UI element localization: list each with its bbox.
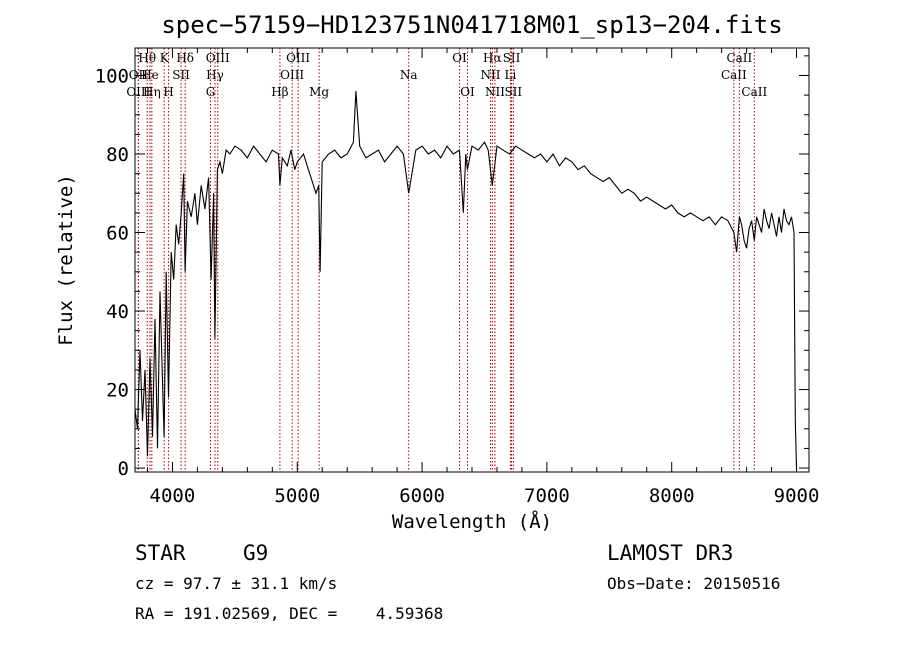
coordinates: RA = 191.02569, DEC = 4.59368: [135, 604, 443, 623]
y-tick-label-40: 40: [106, 301, 129, 323]
line-markers: HθOIIOIIIHeHηKHSIIHδOIIIHγGHβOIIIOIIIMgN…: [126, 48, 767, 472]
marker-label-4: Hη: [143, 85, 161, 99]
chart-title: spec−57159−HD123751N041718M01_sp13−204.f…: [161, 11, 782, 39]
marker-label-19: Hα: [483, 51, 502, 65]
redshift-cz: cz = 97.7 ± 31.1 km/s: [135, 574, 337, 593]
marker-label-9: OIII: [206, 51, 230, 65]
subclass: G9: [243, 541, 268, 565]
marker-label-18: OI: [460, 85, 475, 99]
marker-label-3: He: [141, 68, 159, 82]
y-tick-label-60: 60: [106, 223, 129, 245]
x-tick-label-8000: 8000: [649, 485, 695, 507]
survey-name: LAMOST DR3: [607, 541, 733, 565]
y-axis-label: Flux (relative): [55, 174, 77, 346]
y-axis: 0 20 40 60 80 100: [95, 55, 809, 480]
marker-label-27: CaII: [741, 85, 767, 99]
x-tick-label-6000: 6000: [399, 485, 445, 507]
x-tick-label-7000: 7000: [524, 485, 570, 507]
marker-label-7: SII: [172, 68, 190, 82]
marker-label-5: K: [160, 51, 170, 65]
marker-label-16: Na: [400, 68, 418, 82]
spectrum-line: [134, 91, 798, 469]
marker-label-21: NII: [485, 85, 505, 99]
marker-label-11: G: [206, 85, 216, 99]
marker-label-17: OI: [452, 51, 467, 65]
marker-label-23: Li: [505, 68, 517, 82]
marker-label-24: SII: [504, 85, 522, 99]
plot-frame: [134, 47, 810, 473]
x-tick-label-5000: 5000: [274, 485, 320, 507]
marker-label-6: H: [163, 85, 173, 99]
marker-label-10: Hγ: [206, 68, 224, 82]
y-tick-label-0: 0: [118, 458, 129, 480]
marker-label-25: CaII: [726, 51, 752, 65]
marker-label-12: Hβ: [271, 85, 288, 99]
marker-label-15: Mg: [309, 85, 329, 99]
marker-label-22: SII: [503, 51, 521, 65]
y-tick-label-20: 20: [106, 380, 129, 402]
marker-label-26: CaII: [721, 68, 747, 82]
x-tick-label-9000: 9000: [774, 485, 820, 507]
x-tick-label-4000: 4000: [150, 485, 196, 507]
x-axis: 4000 5000 6000 7000 8000 9000: [146, 48, 820, 507]
marker-label-2: OIII: [126, 85, 150, 99]
x-axis-label: Wavelength (Å): [392, 510, 552, 533]
marker-label-20: NII: [480, 68, 500, 82]
marker-label-13: OIII: [286, 51, 310, 65]
y-tick-label-80: 80: [106, 144, 129, 166]
object-class: STAR: [135, 541, 186, 565]
marker-label-0: Hθ: [138, 51, 156, 65]
marker-label-8: Hδ: [176, 51, 194, 65]
y-tick-label-100: 100: [95, 65, 129, 87]
obs-date: Obs−Date: 20150516: [607, 574, 780, 593]
marker-label-14: OIII: [280, 68, 304, 82]
